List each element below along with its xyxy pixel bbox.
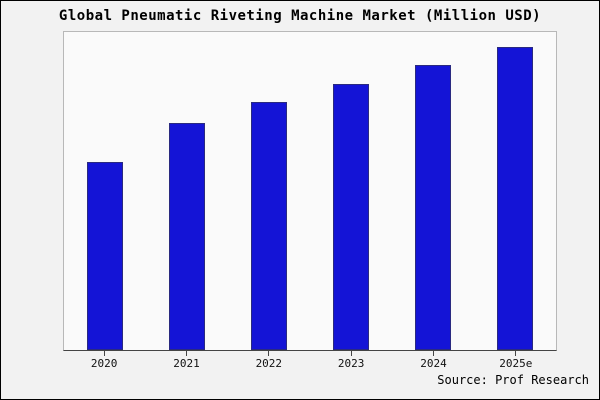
bar-2024 bbox=[415, 65, 451, 350]
bars-container bbox=[64, 32, 556, 350]
tick-slot-2025e bbox=[475, 351, 557, 356]
tick-slot-2020 bbox=[63, 351, 145, 356]
bar-slot-2025e bbox=[474, 32, 556, 350]
source-text: Source: Prof Research bbox=[437, 373, 589, 387]
x-label-2025e: 2025e bbox=[499, 357, 533, 370]
bar-slot-2024 bbox=[392, 32, 474, 350]
tick-slot-2023 bbox=[310, 351, 392, 356]
x-axis-ticks bbox=[63, 351, 557, 356]
bar-2025e bbox=[497, 47, 533, 350]
chart-title: Global Pneumatic Riveting Machine Market… bbox=[58, 8, 542, 24]
bar-slot-2020 bbox=[64, 32, 146, 350]
bar-slot-2023 bbox=[310, 32, 392, 350]
x-label-2021: 2021 bbox=[173, 357, 200, 370]
x-axis-labels: 2020 2021 2022 2023 2024 2025e bbox=[63, 357, 557, 370]
x-tick-2022 bbox=[268, 351, 270, 356]
x-tick-2020 bbox=[103, 351, 105, 356]
x-tick-2025e bbox=[515, 351, 517, 356]
bar-2020 bbox=[87, 162, 123, 350]
bar-2023 bbox=[333, 83, 369, 350]
x-label-2024: 2024 bbox=[420, 357, 447, 370]
bar-2021 bbox=[169, 122, 205, 350]
bar-2022 bbox=[251, 101, 287, 350]
bar-slot-2021 bbox=[146, 32, 228, 350]
x-label-2020: 2020 bbox=[90, 357, 118, 370]
x-label-2022: 2022 bbox=[255, 357, 283, 370]
x-tick-2023 bbox=[350, 351, 352, 356]
x-tick-2021 bbox=[185, 351, 187, 356]
tick-slot-2021 bbox=[145, 351, 227, 356]
plot-area bbox=[63, 31, 557, 351]
bar-slot-2022 bbox=[228, 32, 310, 350]
tick-slot-2024 bbox=[392, 351, 474, 356]
tick-slot-2022 bbox=[228, 351, 310, 356]
x-label-2023: 2023 bbox=[337, 357, 365, 370]
x-tick-2024 bbox=[432, 351, 434, 356]
